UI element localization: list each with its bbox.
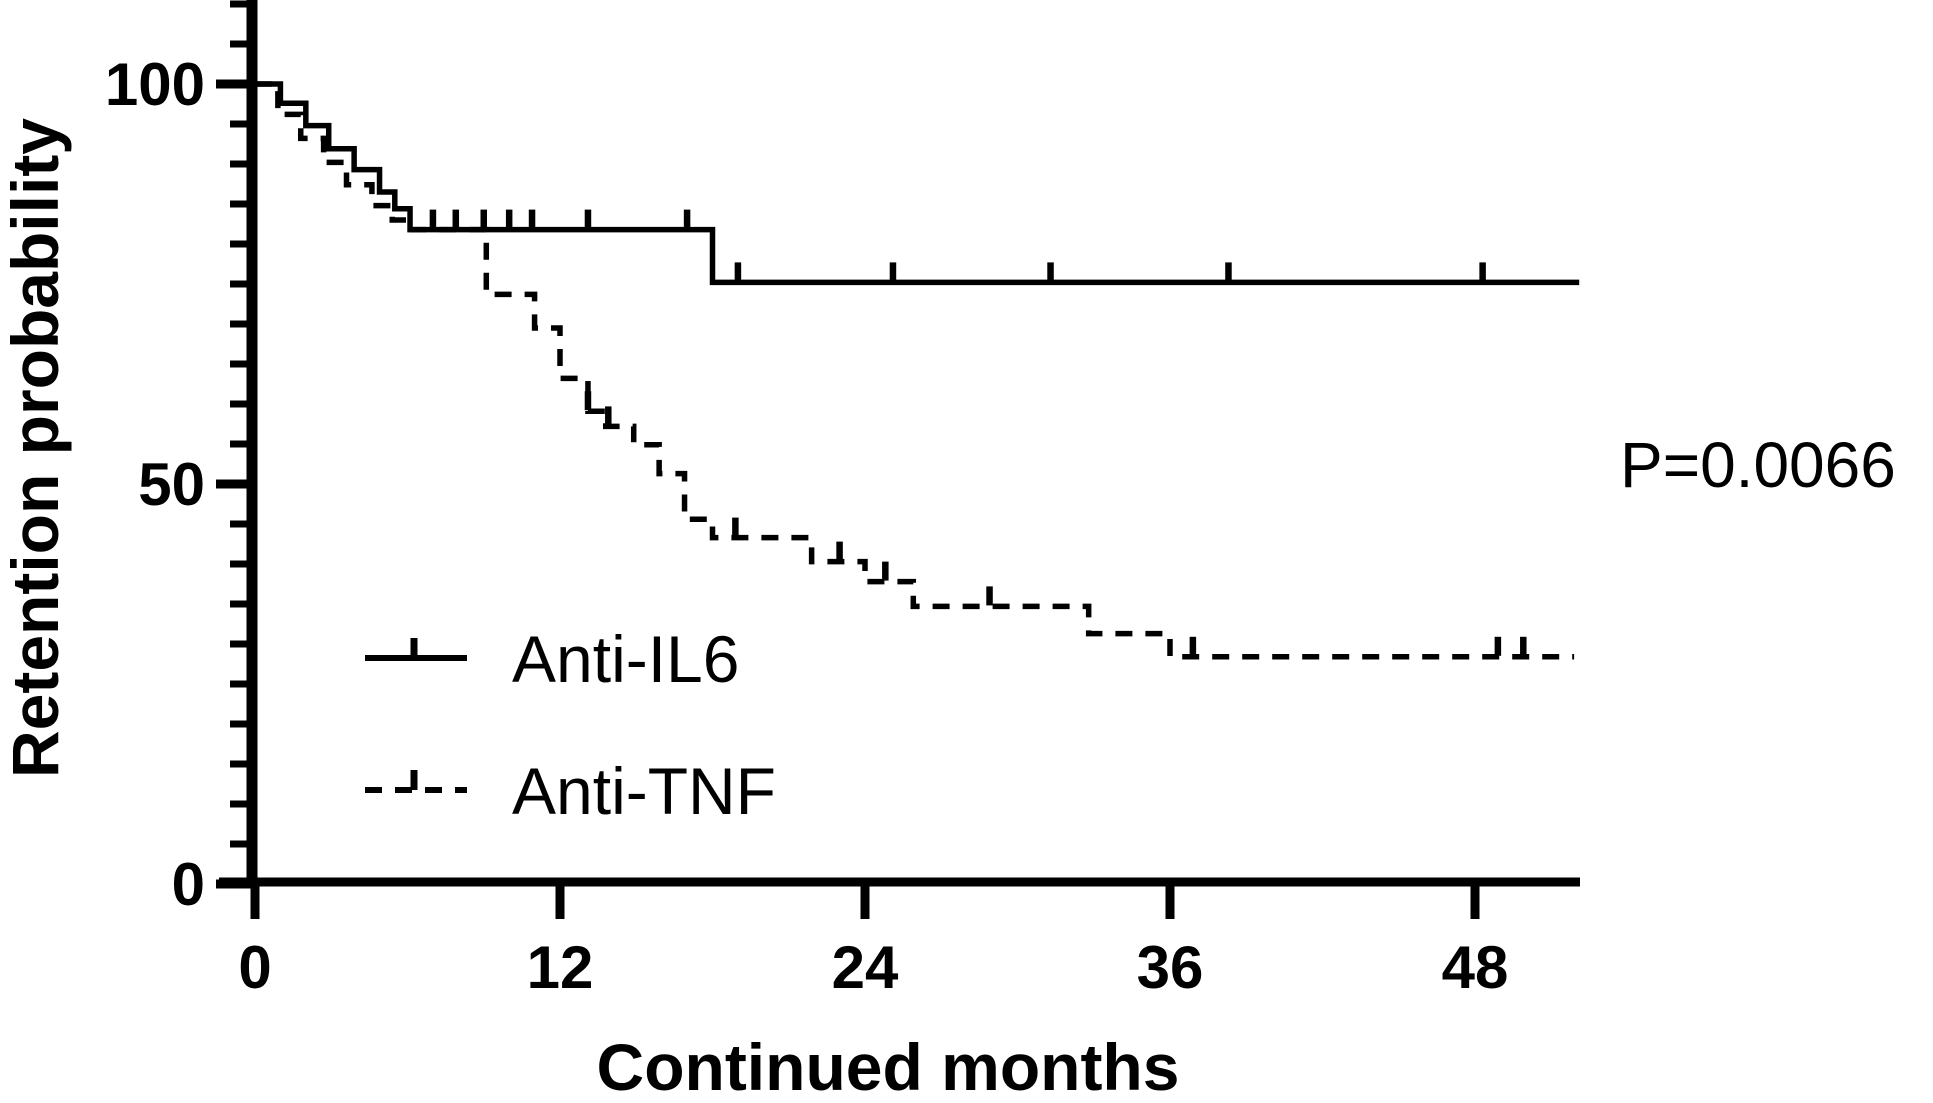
x-tick-label: 0 (238, 934, 271, 1001)
legend-label-anti-il6: Anti-IL6 (512, 622, 739, 696)
y-tick-label: 100 (105, 51, 205, 118)
y-axis-tick-labels: 0 50 100 (105, 51, 205, 918)
survival-curve-anti-tnf (255, 81, 1575, 660)
y-axis-title: Retention probability (0, 118, 72, 778)
legend-label-anti-tnf: Anti-TNF (512, 754, 776, 828)
y-tick-label: 50 (138, 451, 205, 518)
x-tick-label: 36 (1137, 934, 1204, 1001)
survival-curve-anti-il6 (255, 81, 1580, 286)
y-axis-major-ticks (216, 79, 252, 889)
legend-item-anti-il6: Anti-IL6 (365, 622, 739, 696)
y-tick-label: 0 (172, 851, 205, 918)
x-axis-title: Continued months (597, 1030, 1180, 1103)
p-value-label: P=0.0066 (1620, 429, 1896, 501)
legend-item-anti-tnf: Anti-TNF (365, 754, 776, 828)
x-axis-ticks (250, 882, 1480, 919)
curve-anti-tnf (255, 81, 1575, 660)
x-tick-label: 12 (527, 934, 594, 1001)
x-tick-label: 24 (832, 934, 899, 1001)
legend: Anti-IL6 Anti-TNF (365, 622, 776, 828)
curve-anti-il6 (255, 81, 1580, 286)
x-axis-tick-labels: 0 12 24 36 48 (238, 934, 1508, 1001)
x-tick-label: 48 (1442, 934, 1509, 1001)
y-axis-minor-ticks (230, 0, 252, 848)
